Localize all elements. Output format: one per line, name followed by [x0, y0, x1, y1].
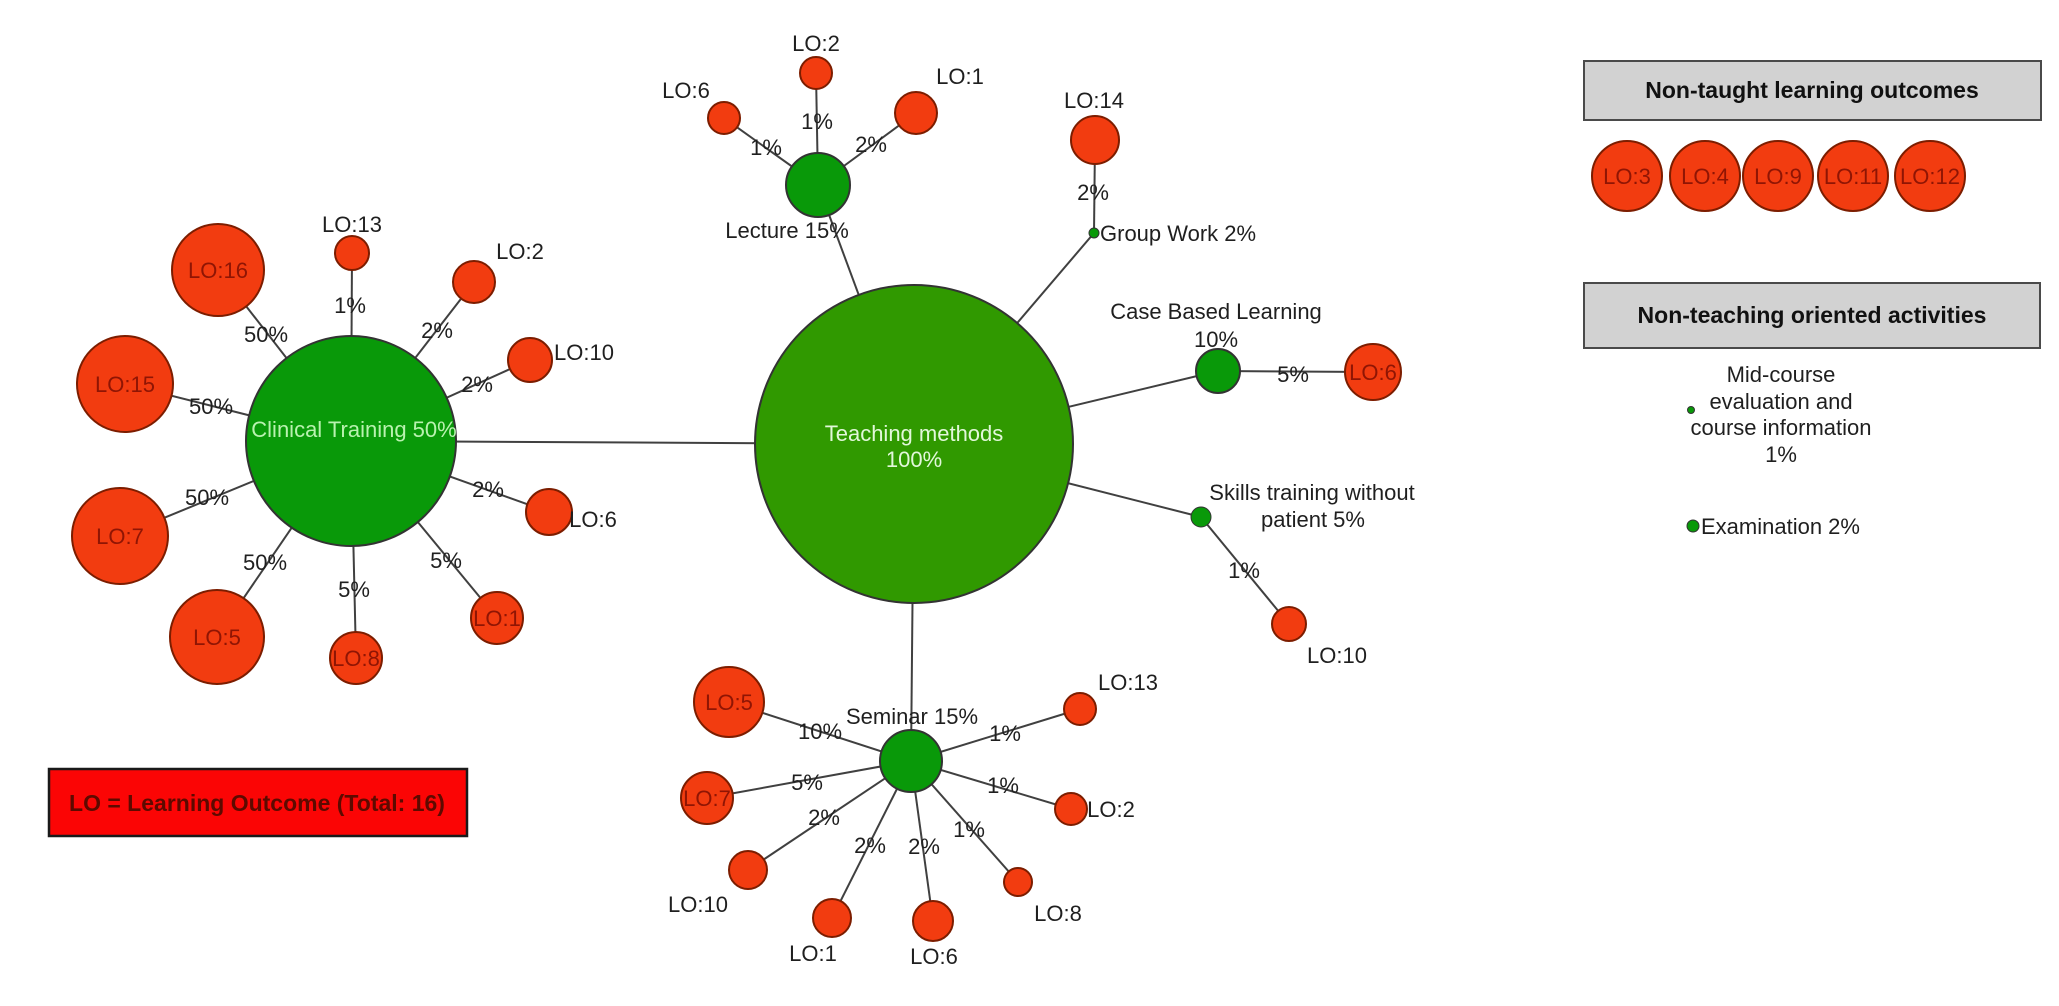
svg-text:LO:4: LO:4	[1681, 164, 1729, 189]
svg-text:LO:10: LO:10	[554, 340, 614, 365]
svg-text:LO:16: LO:16	[188, 258, 248, 283]
svg-text:LO:13: LO:13	[322, 212, 382, 237]
svg-text:1%: 1%	[801, 109, 833, 134]
svg-text:1%: 1%	[334, 293, 366, 318]
svg-text:Seminar 15%: Seminar 15%	[846, 704, 978, 729]
svg-text:50%: 50%	[185, 485, 229, 510]
svg-text:2%: 2%	[808, 805, 840, 830]
svg-text:LO:8: LO:8	[1034, 901, 1082, 926]
svg-text:Teaching methods: Teaching methods	[825, 421, 1004, 446]
svg-text:LO:5: LO:5	[193, 625, 241, 650]
svg-text:5%: 5%	[1277, 362, 1309, 387]
svg-text:2%: 2%	[1077, 180, 1109, 205]
svg-text:LO:2: LO:2	[792, 31, 840, 56]
svg-text:LO:3: LO:3	[1603, 164, 1651, 189]
svg-text:LO:1: LO:1	[789, 941, 837, 966]
svg-text:1%: 1%	[1228, 558, 1260, 583]
svg-text:LO:5: LO:5	[705, 690, 753, 715]
svg-text:Non-taught learning outcomes: Non-taught learning outcomes	[1645, 77, 1979, 103]
svg-text:LO:12: LO:12	[1900, 164, 1960, 189]
svg-text:course information: course information	[1691, 415, 1872, 440]
svg-text:2%: 2%	[421, 318, 453, 343]
svg-text:LO:15: LO:15	[95, 372, 155, 397]
svg-text:Case Based Learning: Case Based Learning	[1110, 299, 1322, 324]
svg-text:LO:10: LO:10	[1307, 643, 1367, 668]
svg-text:LO:8: LO:8	[332, 646, 380, 671]
svg-text:1%: 1%	[953, 817, 985, 842]
svg-text:LO:7: LO:7	[683, 786, 731, 811]
svg-text:Non-teaching oriented activiti: Non-teaching oriented activities	[1638, 302, 1987, 328]
svg-text:2%: 2%	[472, 477, 504, 502]
svg-text:LO:13: LO:13	[1098, 670, 1158, 695]
svg-text:Group Work 2%: Group Work 2%	[1100, 221, 1256, 246]
svg-text:LO:7: LO:7	[96, 524, 144, 549]
svg-text:1%: 1%	[989, 721, 1021, 746]
svg-text:2%: 2%	[908, 834, 940, 859]
svg-text:10%: 10%	[1194, 327, 1238, 352]
svg-text:LO:1: LO:1	[473, 606, 521, 631]
svg-text:Clinical Training 50%: Clinical Training 50%	[251, 417, 456, 442]
svg-text:5%: 5%	[791, 770, 823, 795]
svg-text:1%: 1%	[1765, 442, 1797, 467]
svg-text:10%: 10%	[798, 719, 842, 744]
svg-text:LO:6: LO:6	[910, 944, 958, 969]
svg-text:1%: 1%	[750, 135, 782, 160]
svg-text:50%: 50%	[243, 550, 287, 575]
svg-text:Lecture 15%: Lecture 15%	[725, 218, 849, 243]
svg-text:LO:11: LO:11	[1824, 164, 1882, 189]
svg-text:evaluation and: evaluation and	[1709, 389, 1852, 414]
svg-text:LO:6: LO:6	[662, 78, 710, 103]
svg-text:2%: 2%	[855, 132, 887, 157]
svg-text:5%: 5%	[430, 548, 462, 573]
svg-text:LO:14: LO:14	[1064, 88, 1124, 113]
svg-text:patient 5%: patient 5%	[1261, 507, 1365, 532]
svg-text:5%: 5%	[338, 577, 370, 602]
svg-text:LO = Learning Outcome (Total:: LO = Learning Outcome (Total: 16)	[69, 790, 445, 816]
svg-text:LO:10: LO:10	[668, 892, 728, 917]
svg-text:Examination 2%: Examination 2%	[1701, 514, 1860, 539]
svg-text:LO:1: LO:1	[936, 64, 984, 89]
svg-text:Skills training without: Skills training without	[1209, 480, 1414, 505]
svg-text:LO:2: LO:2	[1087, 797, 1135, 822]
svg-text:1%: 1%	[987, 773, 1019, 798]
svg-text:LO:2: LO:2	[496, 239, 544, 264]
svg-text:50%: 50%	[189, 394, 233, 419]
svg-text:LO:6: LO:6	[569, 507, 617, 532]
svg-text:LO:6: LO:6	[1349, 360, 1397, 385]
svg-text:50%: 50%	[244, 322, 288, 347]
svg-text:2%: 2%	[461, 372, 493, 397]
svg-text:100%: 100%	[886, 447, 942, 472]
svg-text:Mid-course: Mid-course	[1727, 362, 1836, 387]
svg-text:2%: 2%	[854, 833, 886, 858]
svg-text:LO:9: LO:9	[1754, 164, 1802, 189]
